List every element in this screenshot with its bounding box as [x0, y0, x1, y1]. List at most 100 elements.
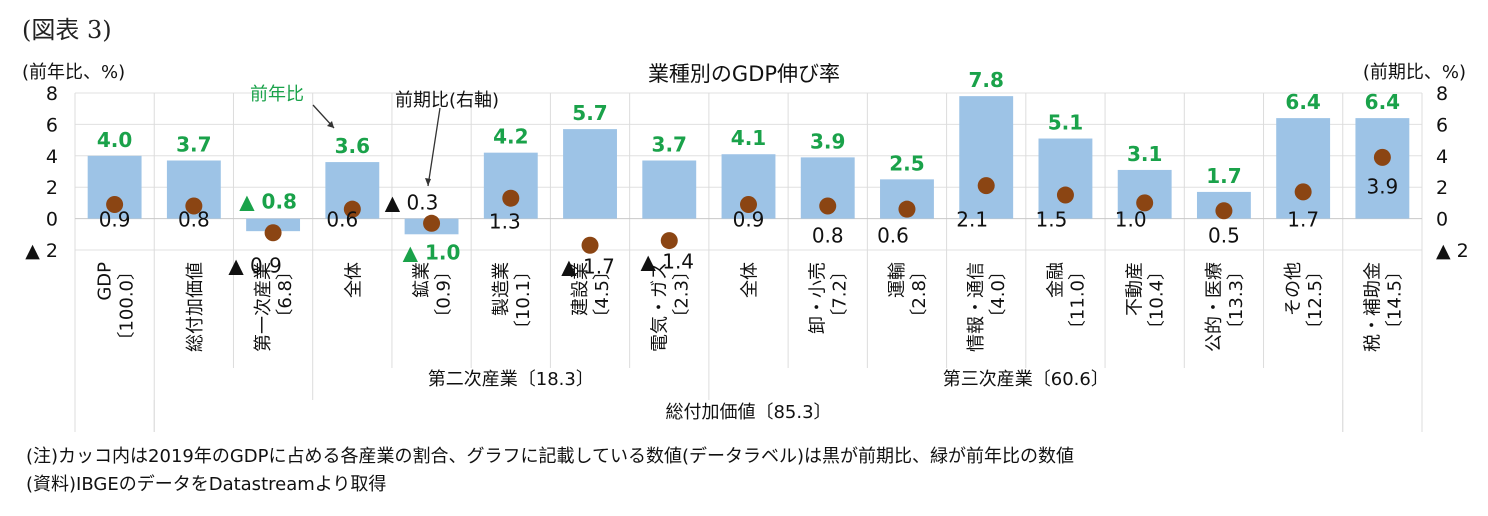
category-label: 第一次産業 〔6.8〕: [253, 262, 296, 352]
qoq-point: [423, 214, 441, 232]
bar: [1276, 118, 1331, 219]
category-share: 〔100.0〕: [117, 262, 138, 350]
group-label: 第三次産業〔60.6〕: [943, 369, 1109, 390]
bar: [483, 152, 538, 219]
category-label: 不動産 〔10.4〕: [1125, 262, 1168, 338]
y2-tick-label: ▲ 2: [1436, 240, 1469, 262]
y-tick-label: ▲ 2: [25, 240, 58, 262]
category-label: その他 〔12.5〕: [1283, 262, 1326, 338]
bar: [642, 160, 697, 219]
category-label: 建設業 〔4.5〕: [570, 262, 613, 327]
qoq-point: [581, 236, 599, 254]
bar-value-label: 1.7: [1206, 164, 1241, 188]
category-name: 建設業: [570, 262, 591, 316]
bar: [1355, 118, 1410, 219]
category-name: 情報・通信: [966, 262, 987, 352]
footnote: (注)カッコ内は2019年のGDPに占める各産業の割合、グラフに記載している数値…: [26, 446, 1075, 467]
bar-value-label: ▲ 0.8: [239, 190, 297, 214]
source-note: (資料)IBGEのデータをDatastreamより取得: [26, 474, 387, 495]
point-value-label: 1.5: [1036, 208, 1068, 232]
qoq-point: [1294, 183, 1312, 201]
y2-tick-label: 2: [1436, 177, 1448, 199]
category-name: 電気・ガス: [649, 262, 670, 352]
y2-tick-label: 6: [1436, 114, 1448, 136]
y2-tick-label: 0: [1436, 209, 1448, 231]
category-share: 〔7.2〕: [830, 262, 851, 327]
point-value-label: ▲ 1.4: [640, 250, 694, 274]
point-value-label: 3.9: [1366, 174, 1398, 198]
category-share: 〔6.8〕: [275, 262, 296, 327]
bar: [959, 96, 1014, 219]
category-share: 〔13.3〕: [1226, 262, 1247, 338]
qoq-point: [660, 232, 678, 250]
qoq-point: [1136, 194, 1154, 212]
bar-value-label: 3.7: [652, 133, 687, 157]
bar-value-label: 7.8: [968, 68, 1003, 92]
annotation-arrowhead: [425, 178, 431, 186]
point-value-label: ▲ 0.9: [228, 254, 282, 278]
category-name: 税・補助金: [1362, 262, 1383, 352]
category-share: 〔14.5〕: [1384, 262, 1405, 338]
qoq-point: [106, 195, 124, 213]
category-share: 〔0.9〕: [434, 262, 455, 327]
point-value-label: 0.5: [1208, 224, 1240, 248]
category-share: 〔11.0〕: [1067, 262, 1088, 338]
bar-value-label: 6.4: [1365, 90, 1400, 114]
bar-value-label: 3.9: [810, 129, 845, 153]
category-share: 〔2.3〕: [671, 262, 692, 327]
qoq-point: [740, 195, 757, 213]
category-name: GDP: [95, 262, 116, 301]
y-axis-left-unit: (前年比、%): [22, 62, 126, 83]
category-label: 公的・医療 〔13.3〕: [1204, 262, 1247, 352]
point-value-label: 0.9: [733, 208, 765, 232]
category-label: 金融 〔11.0〕: [1045, 262, 1088, 338]
y-tick-label: 6: [46, 114, 58, 136]
annotation-arrowhead: [327, 121, 334, 128]
category-label: 卸・小売 〔7.2〕: [808, 262, 851, 334]
y-axis-right-unit: (前期比、%): [1362, 62, 1466, 83]
point-value-label: 0.8: [178, 208, 210, 232]
bar-value-label: 4.0: [97, 128, 132, 152]
point-value-label: 2.1: [956, 208, 988, 232]
point-value-label: 1.3: [489, 210, 521, 234]
category-name: その他: [1283, 262, 1304, 316]
category-name: 金融: [1045, 262, 1066, 298]
qoq-point: [898, 200, 916, 218]
y2-tick-label: 8: [1436, 83, 1448, 105]
annotation-qoq: 前期比(右軸): [395, 90, 500, 111]
bar-value-label: 4.1: [731, 126, 766, 150]
qoq-point: [1215, 202, 1233, 220]
category-name: 全体: [343, 262, 364, 298]
bar-value-label: 5.1: [1048, 111, 1083, 135]
y-tick-label: 2: [46, 177, 58, 199]
qoq-point: [1373, 148, 1391, 166]
qoq-point: [343, 200, 361, 218]
point-value-label: 0.8: [812, 224, 844, 248]
annotation-yoy: 前年比: [250, 84, 304, 105]
point-value-label: 0.6: [326, 208, 358, 232]
qoq-point: [502, 189, 520, 207]
category-name: 公的・医療: [1204, 262, 1225, 352]
category-share: 〔10.4〕: [1147, 262, 1168, 338]
bar-chart: ▲ 2 ▲ 2 0 0 2 2 4 4 6 6 8 8 4.0 3.7 ▲ 0.8 3.6 ▲ 1.0 4.2 5.…: [25, 68, 1469, 432]
category-name: 総付加価値: [185, 262, 206, 352]
point-value-label: 1.7: [1287, 208, 1319, 232]
point-value-label: 1.0: [1115, 208, 1147, 232]
bar-value-label: 3.1: [1127, 142, 1162, 166]
point-value-label: ▲ 1.7: [561, 254, 615, 278]
y-tick-label: 4: [46, 146, 58, 168]
category-label: 製造業 〔10.1〕: [491, 262, 534, 338]
category-label: 全体: [740, 262, 761, 298]
category-share: 〔4.5〕: [592, 262, 613, 327]
category-label: 全体: [343, 262, 364, 298]
category-name: 製造業: [491, 262, 512, 316]
category-label: 情報・通信 〔4.0〕: [966, 262, 1009, 352]
qoq-point: [264, 224, 282, 242]
bar-value-label: 6.4: [1285, 90, 1320, 114]
bar: [1038, 138, 1093, 219]
category-name: 鉱業: [412, 262, 433, 298]
category-name: 第一次産業: [253, 262, 274, 352]
category-name: 不動産: [1125, 262, 1146, 316]
category-name: 全体: [740, 262, 761, 298]
qoq-point: [977, 177, 995, 195]
